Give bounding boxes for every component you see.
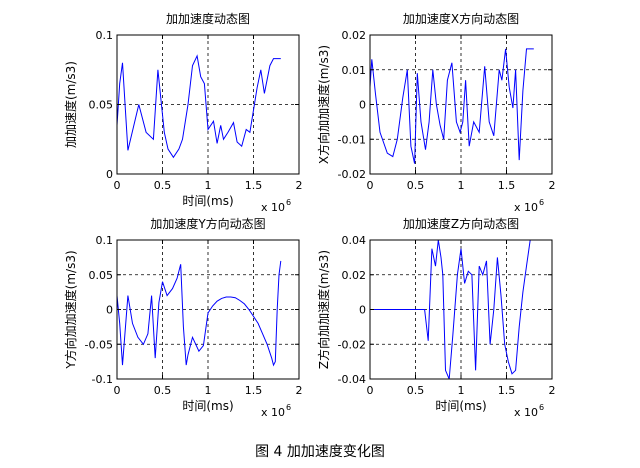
x-tick-label: 0 xyxy=(367,179,374,192)
x-tick-label: 1 xyxy=(205,384,212,397)
y-axis-label: 加加速度(m/s3) xyxy=(63,61,78,148)
x-tick-label: 0 xyxy=(114,179,121,192)
y-tick-label: -0.04 xyxy=(338,373,366,386)
x-tick-label: 1 xyxy=(205,179,212,192)
x-tick-label: 0.5 xyxy=(154,179,172,192)
x-exponent-base: x 10 xyxy=(514,406,538,419)
x-axis-label: 时间(ms) xyxy=(435,399,486,413)
x-axis-label: 时间(ms) xyxy=(182,399,233,413)
x-exponent-power: 6 xyxy=(286,198,291,207)
x-tick-label: 0.5 xyxy=(407,179,425,192)
x-tick-label: 2 xyxy=(549,384,556,397)
y-tick-label: -0.02 xyxy=(338,338,366,351)
y-tick-label: 0.1 xyxy=(96,234,114,247)
y-tick-label: 0 xyxy=(359,99,366,112)
y-tick-label: -0.02 xyxy=(338,168,366,181)
y-tick-label: 0.01 xyxy=(342,64,367,77)
x-exponent-power: 6 xyxy=(286,403,291,412)
y-axis-label: Z方向加加速度(m/s3) xyxy=(316,250,331,369)
plot-title: 加加速度Y方向动态图 xyxy=(150,216,265,231)
plot-2: 0 0.5 1 1.5 2 -0.02 -0.01 0 0.01 0.02 x 10 6 加加速度X方向… xyxy=(316,11,556,214)
x-exponent-base: x 10 xyxy=(514,201,538,214)
y-tick-label: 0.1 xyxy=(96,29,114,42)
x-tick-label: 0.5 xyxy=(154,384,172,397)
x-tick-label: 1.5 xyxy=(498,384,516,397)
x-tick-label: 1.5 xyxy=(498,179,516,192)
plot-3: 0 0.5 1 1.5 2 -0.1 -0.05 0 0.05 0.1 x 10 6 加加速度Y方向动态… xyxy=(63,216,303,419)
x-tick-label: 0 xyxy=(114,384,121,397)
y-tick-label: 0.04 xyxy=(342,234,367,247)
y-axis-label: Y方向加加速度(m/s3) xyxy=(63,250,78,369)
x-tick-label: 0 xyxy=(367,384,374,397)
series-line-1 xyxy=(116,260,282,367)
x-exponent-power: 6 xyxy=(539,198,544,207)
x-tick-label: 2 xyxy=(296,179,303,192)
plot-title: 加加速度X方向动态图 xyxy=(403,11,519,26)
x-exponent-base: x 10 xyxy=(261,201,285,214)
x-tick-label: 1.5 xyxy=(245,179,263,192)
x-exponent-power: 6 xyxy=(539,403,544,412)
y-tick-label: -0.1 xyxy=(92,373,113,386)
figure-caption: 图 4 加加速度变化图 xyxy=(255,444,385,460)
y-tick-label: -0.05 xyxy=(85,338,113,351)
x-tick-label: 1 xyxy=(458,384,465,397)
series-line-1 xyxy=(369,48,534,164)
plot-title: 加加速度Z方向动态图 xyxy=(403,216,519,231)
y-tick-label: 0 xyxy=(106,304,113,317)
series-line-1 xyxy=(370,239,534,380)
y-tick-label: 0.05 xyxy=(89,269,114,282)
y-tick-label: 0 xyxy=(106,168,113,181)
x-tick-label: 2 xyxy=(549,179,556,192)
y-tick-label: 0.02 xyxy=(342,269,367,282)
x-tick-label: 1 xyxy=(458,179,465,192)
y-tick-label: 0.02 xyxy=(342,29,367,42)
x-tick-label: 1.5 xyxy=(245,384,263,397)
x-tick-label: 0.5 xyxy=(407,384,425,397)
plot-4: 0 0.5 1 1.5 2 -0.04 -0.02 0 0.02 0.04 x 10 6 加加速度Z方向… xyxy=(316,216,556,419)
y-tick-label: -0.01 xyxy=(338,133,366,146)
y-tick-label: 0.05 xyxy=(89,99,114,112)
series-line-1 xyxy=(116,54,281,159)
y-tick-label: 0 xyxy=(359,304,366,317)
plot-title: 加加速度动态图 xyxy=(166,11,250,26)
x-axis-label: 时间(ms) xyxy=(182,194,233,208)
x-tick-label: 2 xyxy=(296,384,303,397)
y-axis-label: X方向加加速度(m/s3) xyxy=(316,45,331,164)
x-exponent-base: x 10 xyxy=(261,406,285,419)
